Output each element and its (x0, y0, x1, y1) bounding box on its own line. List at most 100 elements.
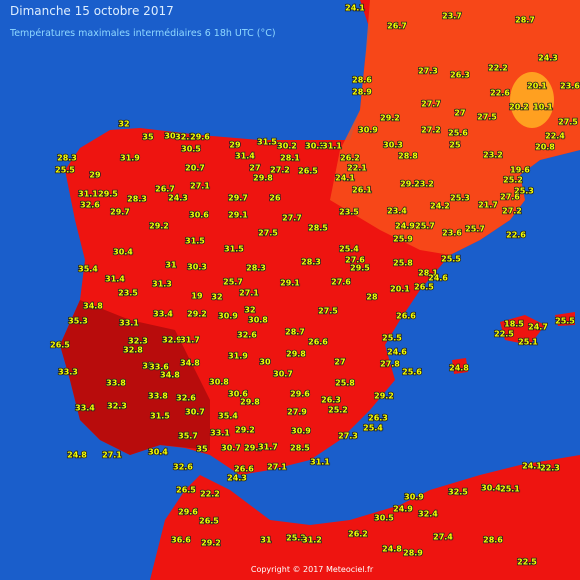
temperature-label: 27.1 (239, 289, 259, 298)
temperature-label: 24.9 (395, 222, 415, 231)
temperature-label: 32.3 (128, 337, 148, 346)
temperature-label: 27 (334, 358, 345, 367)
temperature-label: 23.6 (560, 82, 580, 91)
subtitle: Températures maximales intermédiaires 6 … (9, 28, 276, 39)
temperature-label: 24.8 (449, 364, 469, 373)
temperature-label: 28.9 (352, 88, 372, 97)
temperature-label: 33.6 (149, 363, 169, 372)
temperature-label: 28.3 (127, 195, 147, 204)
island-mallorca (500, 315, 545, 345)
temperature-label: 22.6 (506, 231, 526, 240)
temperature-label: 31.1 (78, 190, 98, 199)
temperature-label: 22.6 (490, 89, 510, 98)
temperature-label: 35.4 (218, 412, 238, 421)
temperature-label: 21.7 (478, 201, 498, 210)
temperature-label: 30.7 (221, 444, 241, 453)
temperature-label: 29.6 (290, 390, 310, 399)
temperature-label: 31.9 (120, 154, 140, 163)
temperature-label: 30.3 (187, 263, 207, 272)
temperature-label: 20.8 (535, 143, 555, 152)
temperature-label: 29.6 (178, 508, 198, 517)
temperature-label: 23.4 (387, 207, 407, 216)
temperature-label: 25.4 (339, 245, 359, 254)
temperature-label: 27.9 (287, 408, 307, 417)
temperature-label: 31.5 (185, 237, 205, 246)
temperature-label: 27 (249, 164, 260, 173)
temperature-label: 29.1 (228, 211, 248, 220)
temperature-label: 32.8 (123, 346, 143, 355)
temperature-label: 27.6 (345, 256, 365, 265)
temperature-label: 31.9 (228, 352, 248, 361)
temperature-label: 28.3 (301, 258, 321, 267)
temperature-label: 23.2 (483, 151, 503, 160)
temperature-label: 34.8 (83, 302, 103, 311)
temperature-label: 24.7 (528, 323, 548, 332)
temperature-label: 31.4 (235, 152, 255, 161)
temperature-label: 27.5 (318, 307, 338, 316)
temperature-label: 25.2 (328, 406, 348, 415)
title: Dimanche 15 octobre 2017 (10, 4, 174, 18)
temperature-label: 30.4 (113, 248, 133, 257)
temperature-label: 19.6 (510, 166, 530, 175)
temperature-label: 32.9 (162, 336, 182, 345)
temperature-label: 32.5 (448, 488, 468, 497)
temperature-label: 22.1 (347, 164, 367, 173)
temperature-label: 27.5 (558, 118, 578, 127)
temperature-label: 35 (142, 362, 154, 371)
temperature-label: 29.2 (187, 310, 207, 319)
temperature-label: 30 (259, 358, 271, 367)
temperature-label: 31 (165, 261, 177, 270)
temperature-label: 25 (449, 141, 461, 150)
temperature-label: 28.3 (246, 264, 266, 273)
temperature-label: 25.3 (514, 187, 534, 196)
station-labels: 24.1 23.7 26.7 28.7 24.3 22.2 20.1 23.6 20.2 10.1… (49, 3, 580, 568)
temperature-label: 27 (454, 109, 465, 118)
island-menorca (555, 312, 575, 326)
temperature-label: 25.6 (402, 368, 422, 377)
temperature-label: 31.5 (150, 412, 170, 421)
temperature-label: 25.3 (286, 534, 306, 543)
temperature-label: 30.9 (218, 312, 238, 321)
temperature-label: 29 (89, 171, 101, 180)
temperature-label: 29.2 (149, 222, 169, 231)
temperature-label: 28.8 (398, 152, 418, 161)
temperature-label: 27.8 (380, 360, 400, 369)
temperature-label: 25.5 (382, 334, 402, 343)
temperature-label: 32 (244, 306, 255, 315)
temperature-label: 20.2 (509, 103, 529, 112)
temperature-label: 35 (196, 445, 208, 454)
temperature-label: 30.2 (277, 142, 297, 151)
temperature-label: 28.9 (403, 549, 423, 558)
temperature-label: 35.7 (178, 432, 198, 441)
temperature-label: 27.2 (270, 166, 290, 175)
temperature-label: 30.4 (148, 448, 168, 457)
temperature-label: 30.6 (228, 390, 248, 399)
land-africa (150, 455, 580, 580)
temperature-label: 25.8 (335, 379, 355, 388)
temperature-label: 32.6 (173, 463, 193, 472)
temperature-label: 24.1 (335, 174, 355, 183)
temperature-label: 33.3 (58, 368, 78, 377)
temperature-label: 26.6 (234, 465, 254, 474)
temperature-label: 27.6 (331, 278, 351, 287)
temperature-label: 24.6 (387, 348, 407, 357)
temperature-label: 32.2 (175, 133, 195, 142)
temperature-label: 27.4 (433, 533, 453, 542)
temperature-label: 32 (211, 293, 222, 302)
temperature-label: 26.2 (348, 530, 368, 539)
temperature-label: 25.5 (441, 255, 461, 264)
temperature-label: 23.5 (339, 208, 359, 217)
temperature-label: 25.1 (518, 338, 538, 347)
temperature-label: 22.5 (494, 330, 514, 339)
temperature-label: 34.8 (160, 371, 180, 380)
temperature-label: 25.7 (465, 225, 485, 234)
temperature-label: 35.3 (68, 317, 88, 326)
temperature-label: 31.2 (302, 536, 322, 545)
temperature-label: 25.8 (393, 259, 413, 268)
temperature-label: 30.9 (404, 493, 424, 502)
temperature-label: 32.6 (237, 331, 257, 340)
temperature-label: 25.2 (503, 176, 523, 185)
temperature-label: 26.1 (352, 186, 372, 195)
temperature-label: 29.2 (235, 426, 255, 435)
temperature-label: 24.1 (345, 4, 365, 13)
